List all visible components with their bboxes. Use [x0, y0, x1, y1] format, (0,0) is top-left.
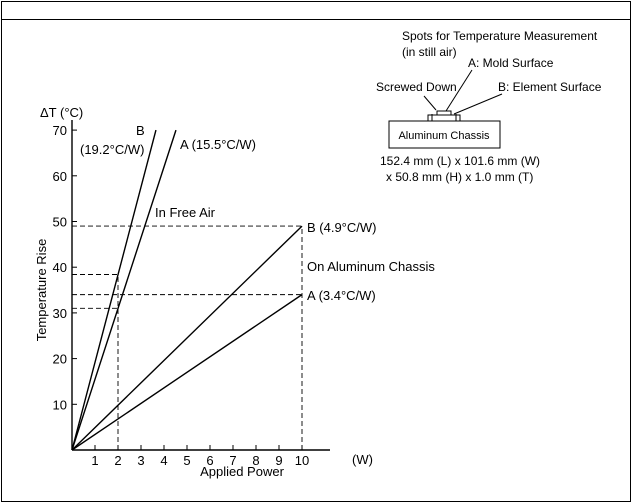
- series-line: [71, 129, 177, 451]
- x-tick-label: 4: [160, 453, 167, 468]
- reference-lines: [72, 225, 303, 450]
- y-tick-label: 20: [53, 352, 67, 367]
- inset-leader-element: [453, 93, 503, 115]
- x-axis-unit: (W): [352, 452, 373, 467]
- x-tick-label: 1: [91, 453, 98, 468]
- x-tick-label: 8: [252, 453, 259, 468]
- inset-chassis-label: Aluminum Chassis: [398, 130, 490, 142]
- x-axis-label: Applied Power: [200, 464, 284, 479]
- inset-dims-line1: 152.4 mm (L) x 101.6 mm (W): [380, 154, 540, 168]
- series-line: [71, 225, 303, 451]
- series-line: [71, 129, 157, 451]
- label-b-free-air-rate: (19.2°C/W): [80, 142, 144, 157]
- inset-aluminum-chassis: [388, 120, 501, 149]
- y-tick-label: 10: [53, 397, 67, 412]
- inset-title-line2: (in still air): [402, 45, 457, 59]
- inset-label-mold-surface: A: Mold Surface: [468, 56, 554, 70]
- y-axis-unit: ΔT (°C): [40, 105, 83, 120]
- figure-header-bar: [1, 1, 631, 20]
- inset-dims-line2: x 50.8 mm (H) x 1.0 mm (T): [386, 170, 533, 184]
- x-tick-label: 3: [137, 453, 144, 468]
- y-tick-label: 50: [53, 215, 67, 230]
- series-line: [71, 294, 303, 451]
- inset-leader-screwed: [423, 95, 437, 111]
- axes: [71, 120, 330, 451]
- y-tick-label: 70: [53, 123, 67, 138]
- label-a-chassis: A (3.4°C/W): [307, 288, 376, 303]
- inset-component-base: [427, 114, 461, 122]
- label-b-free-air: B: [136, 123, 145, 138]
- x-tick-label: 9: [275, 453, 282, 468]
- x-tick-label: 10: [295, 453, 309, 468]
- y-tick-label: 40: [53, 260, 67, 275]
- x-tick-label: 6: [206, 453, 213, 468]
- y-tick-label: 30: [53, 306, 67, 321]
- label-in-free-air: In Free Air: [155, 205, 216, 220]
- x-tick-label: 2: [114, 453, 121, 468]
- inset-label-screwed-down: Screwed Down: [376, 80, 457, 94]
- measurement-inset: Spots for Temperature Measurement (in st…: [376, 29, 602, 184]
- series-lines: [71, 129, 303, 451]
- inset-title-line1: Spots for Temperature Measurement: [402, 29, 598, 43]
- x-tick-label: 7: [229, 453, 236, 468]
- x-tick-label: 5: [183, 453, 190, 468]
- inset-leader-mold: [445, 69, 473, 112]
- inset-component-element: [436, 110, 452, 116]
- label-on-aluminum-chassis: On Aluminum Chassis: [307, 259, 435, 274]
- inset-label-element-surface: B: Element Surface: [498, 80, 602, 94]
- y-axis-label: Temperature Rise: [34, 239, 49, 342]
- y-tick-label: 60: [53, 169, 67, 184]
- label-a-free-air: A (15.5°C/W): [180, 137, 256, 152]
- label-b-chassis: B (4.9°C/W): [307, 220, 376, 235]
- ticks: 1 2 3 4 5 6 7 8 9 10 10 20 30 40 50 60 70: [53, 123, 310, 468]
